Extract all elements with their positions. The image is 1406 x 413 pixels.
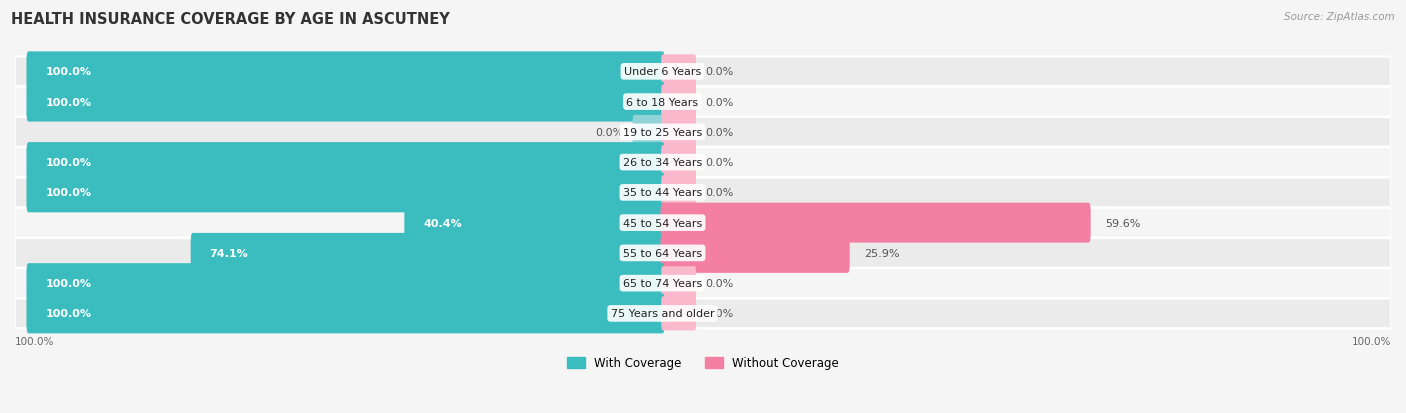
Text: 100.0%: 100.0% — [1351, 336, 1391, 346]
FancyBboxPatch shape — [661, 203, 1091, 243]
FancyBboxPatch shape — [27, 143, 665, 183]
Text: 0.0%: 0.0% — [704, 67, 733, 77]
FancyBboxPatch shape — [15, 118, 1391, 147]
Text: 0.0%: 0.0% — [704, 97, 733, 107]
FancyBboxPatch shape — [15, 208, 1391, 238]
Text: 0.0%: 0.0% — [704, 309, 733, 319]
FancyBboxPatch shape — [15, 148, 1391, 178]
Text: 6 to 18 Years: 6 to 18 Years — [627, 97, 699, 107]
Text: 26 to 34 Years: 26 to 34 Years — [623, 158, 702, 168]
Text: Source: ZipAtlas.com: Source: ZipAtlas.com — [1284, 12, 1395, 22]
Text: 0.0%: 0.0% — [704, 188, 733, 198]
Text: 100.0%: 100.0% — [45, 188, 91, 198]
Text: Under 6 Years: Under 6 Years — [624, 67, 702, 77]
FancyBboxPatch shape — [405, 203, 665, 243]
FancyBboxPatch shape — [27, 173, 665, 213]
FancyBboxPatch shape — [15, 269, 1391, 298]
Text: 0.0%: 0.0% — [704, 128, 733, 138]
Text: 74.1%: 74.1% — [209, 248, 249, 258]
FancyBboxPatch shape — [15, 88, 1391, 117]
FancyBboxPatch shape — [661, 233, 849, 273]
Text: 19 to 25 Years: 19 to 25 Years — [623, 128, 702, 138]
FancyBboxPatch shape — [661, 55, 696, 89]
FancyBboxPatch shape — [27, 294, 665, 334]
Legend: With Coverage, Without Coverage: With Coverage, Without Coverage — [567, 356, 839, 370]
Text: 100.0%: 100.0% — [45, 158, 91, 168]
FancyBboxPatch shape — [661, 116, 696, 150]
Text: 25.9%: 25.9% — [865, 248, 900, 258]
Text: 40.4%: 40.4% — [423, 218, 463, 228]
Text: 100.0%: 100.0% — [45, 97, 91, 107]
FancyBboxPatch shape — [661, 146, 696, 180]
Text: 55 to 64 Years: 55 to 64 Years — [623, 248, 702, 258]
FancyBboxPatch shape — [27, 83, 665, 122]
FancyBboxPatch shape — [15, 178, 1391, 208]
FancyBboxPatch shape — [27, 263, 665, 304]
FancyBboxPatch shape — [661, 176, 696, 210]
FancyBboxPatch shape — [661, 297, 696, 330]
Text: 0.0%: 0.0% — [704, 278, 733, 288]
FancyBboxPatch shape — [15, 238, 1391, 268]
FancyBboxPatch shape — [633, 116, 664, 150]
Text: 35 to 44 Years: 35 to 44 Years — [623, 188, 702, 198]
Text: 75 Years and older: 75 Years and older — [610, 309, 714, 319]
FancyBboxPatch shape — [15, 57, 1391, 87]
Text: 65 to 74 Years: 65 to 74 Years — [623, 278, 702, 288]
Text: 100.0%: 100.0% — [45, 309, 91, 319]
Text: 100.0%: 100.0% — [45, 67, 91, 77]
Text: 100.0%: 100.0% — [45, 278, 91, 288]
FancyBboxPatch shape — [191, 233, 665, 273]
Text: HEALTH INSURANCE COVERAGE BY AGE IN ASCUTNEY: HEALTH INSURANCE COVERAGE BY AGE IN ASCU… — [11, 12, 450, 27]
FancyBboxPatch shape — [661, 266, 696, 300]
Text: 100.0%: 100.0% — [15, 336, 55, 346]
FancyBboxPatch shape — [661, 85, 696, 119]
Text: 59.6%: 59.6% — [1105, 218, 1140, 228]
FancyBboxPatch shape — [27, 52, 665, 92]
Text: 0.0%: 0.0% — [704, 158, 733, 168]
Text: 0.0%: 0.0% — [596, 128, 624, 138]
FancyBboxPatch shape — [15, 299, 1391, 328]
Text: 45 to 54 Years: 45 to 54 Years — [623, 218, 702, 228]
